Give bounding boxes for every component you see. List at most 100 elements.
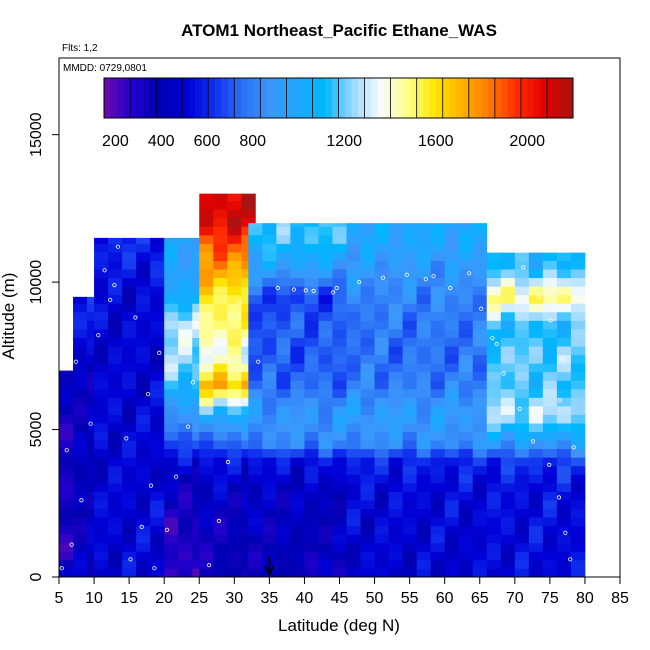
heat-cell [150, 354, 165, 364]
heat-cell [458, 388, 474, 398]
heat-cell [444, 525, 460, 535]
heat-cell [388, 414, 404, 424]
heat-cell [108, 388, 123, 398]
heat-cell [304, 234, 319, 244]
heat-cell [304, 431, 319, 441]
heat-cell [178, 559, 193, 569]
heat-cell [458, 542, 474, 552]
heat-cell [199, 380, 214, 390]
heat-cell [94, 252, 109, 261]
heat-cell [570, 320, 586, 330]
heat-cell [444, 260, 460, 270]
heat-cell [332, 277, 347, 287]
heat-cell [346, 551, 361, 561]
heat-cell [416, 491, 432, 501]
heat-cell [360, 465, 375, 475]
heat-cell [332, 311, 347, 321]
heat-cell [164, 542, 179, 552]
heat-cell [276, 311, 291, 321]
heat-cell [164, 260, 179, 270]
heat-cell [472, 329, 488, 338]
heat-cell [570, 311, 586, 321]
heat-cell [150, 559, 165, 569]
heat-cell [486, 482, 502, 492]
heat-cell [248, 542, 263, 552]
heat-cell [122, 371, 137, 381]
colorbar-cell [442, 78, 450, 118]
colorbar-cell [175, 78, 183, 118]
heat-cell [332, 457, 347, 467]
heat-cell [227, 252, 242, 261]
heat-cell [458, 311, 474, 321]
heat-cell [556, 363, 572, 373]
heat-cell [94, 500, 109, 509]
heat-cell [241, 209, 256, 219]
heat-cell [73, 388, 88, 398]
colorbar-cell [481, 78, 489, 118]
heat-cell [388, 525, 404, 535]
heat-cell [402, 223, 418, 227]
sample-point [157, 350, 162, 355]
heat-cell [458, 260, 474, 270]
heat-cell [276, 491, 291, 501]
heat-cell [444, 423, 460, 433]
x-tick-label: 30 [225, 590, 243, 607]
heat-cell [318, 260, 333, 270]
heat-cell [164, 517, 179, 527]
heat-cell [402, 329, 418, 338]
heat-cell [416, 474, 432, 484]
sample-point [431, 274, 436, 279]
heat-cell [304, 223, 319, 227]
heat-cell [213, 457, 228, 467]
heat-cell [136, 431, 151, 441]
heat-cell [262, 303, 277, 313]
heat-cell [528, 491, 544, 501]
heat-cell [416, 260, 432, 270]
heat-cell [430, 252, 446, 261]
heat-cell [290, 243, 305, 253]
heat-cell [304, 388, 319, 398]
heat-cell [150, 277, 165, 287]
heat-cell [360, 440, 375, 450]
heat-cell [472, 243, 488, 253]
heat-cell [360, 448, 375, 458]
heat-cell [388, 551, 404, 561]
heat-cell [514, 491, 530, 501]
heat-cell [122, 329, 137, 338]
heat-cell [570, 329, 586, 338]
heat-cell [528, 371, 544, 381]
heat-cell [346, 243, 361, 253]
colorbar-cell [527, 78, 535, 118]
heat-cell [514, 286, 530, 296]
sample-point [404, 272, 409, 277]
heat-cell [248, 234, 263, 244]
heat-cell [241, 193, 256, 202]
heat-cell [402, 500, 418, 509]
heat-cell [248, 223, 263, 227]
heat-cell [164, 311, 179, 321]
heat-cell [318, 534, 333, 544]
heat-cell [430, 277, 446, 287]
heat-cell [332, 431, 347, 441]
heat-cell [136, 500, 151, 509]
sample-point [380, 275, 386, 280]
x-tick-label: 15 [120, 590, 138, 607]
heat-cell [346, 226, 361, 236]
heat-cell [472, 260, 488, 270]
heat-cell [430, 474, 446, 484]
heat-cell [360, 414, 375, 424]
heat-cell [346, 329, 361, 338]
heat-cell [430, 559, 446, 569]
heat-cell [73, 568, 88, 578]
heat-cell [94, 534, 109, 544]
heat-cell [458, 423, 474, 433]
heat-cell [542, 525, 558, 535]
x-tick-label: 75 [541, 590, 559, 607]
heat-cell [59, 440, 74, 450]
heat-cell [542, 500, 558, 509]
heat-cell [486, 371, 502, 381]
heat-cell [472, 440, 488, 450]
heat-cell [360, 542, 375, 552]
heat-cell [430, 371, 446, 381]
heat-cell [360, 311, 375, 321]
